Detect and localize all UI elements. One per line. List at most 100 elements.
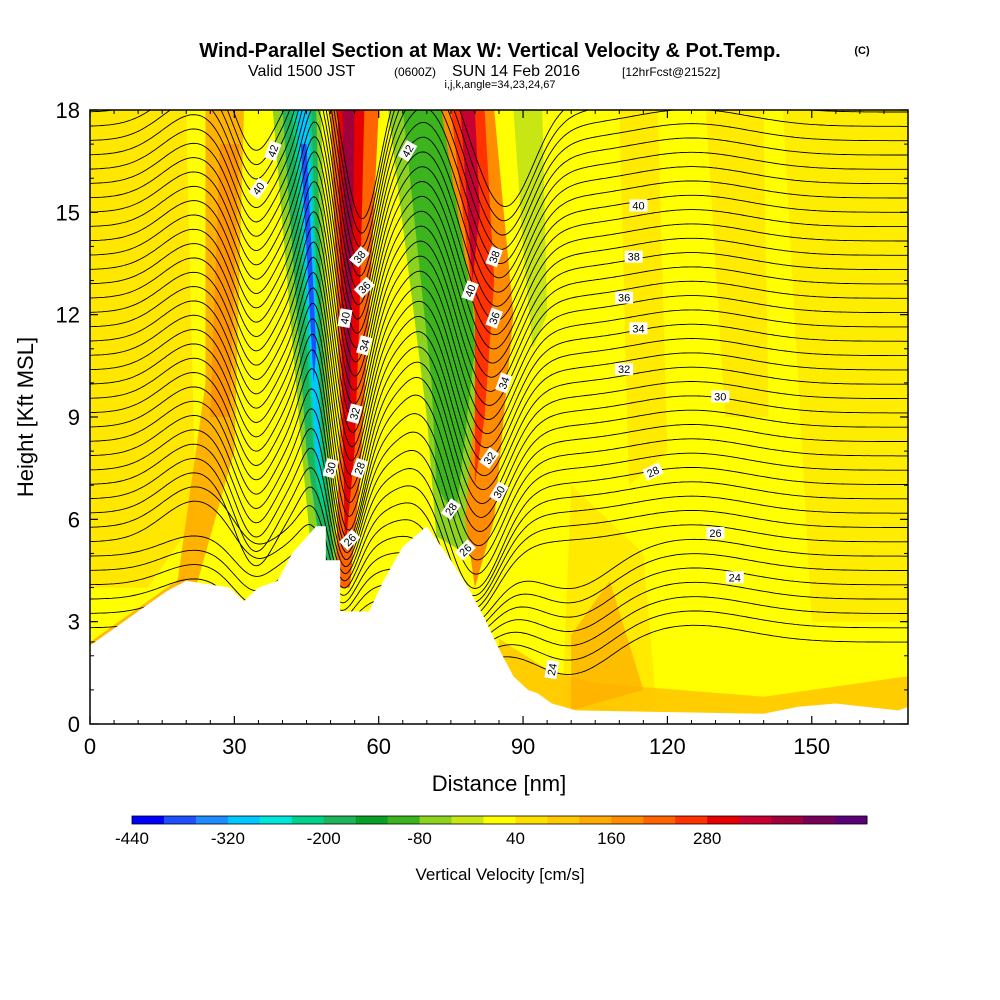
colorbar-swatch (675, 816, 708, 824)
theta-contour-line (232, 110, 565, 220)
contour-label: 32 (615, 363, 634, 376)
colorbar-tick-label: 160 (597, 829, 625, 848)
contour-label-text: 34 (632, 323, 644, 335)
contour-label-text: 40 (463, 283, 478, 299)
contour-label: 40 (461, 280, 479, 302)
theta-contour-line (90, 472, 908, 603)
theta-contour-line (90, 110, 908, 248)
contour-label-text: 28 (443, 501, 460, 518)
x-tick-label: 0 (84, 734, 96, 759)
contour-label-box (339, 529, 361, 551)
colorbar-tick-label: 40 (506, 829, 525, 848)
contour-label-text: 24 (546, 662, 560, 676)
contour-label-box (629, 199, 648, 212)
contour-label: 42 (397, 140, 418, 162)
contour-label-box (337, 308, 353, 329)
contour-label-text: 32 (482, 450, 499, 467)
colorbar-swatch (259, 816, 293, 824)
theta-contour-line (90, 110, 908, 292)
colorbar-swatch (611, 816, 644, 824)
contour-label-text: 38 (628, 252, 640, 264)
colorbar-swatch (227, 816, 261, 824)
contour-label: 40 (248, 177, 269, 200)
theta-contour-line (90, 166, 908, 363)
contour-label-box (356, 335, 373, 356)
grid-indices: i,j,k,angle=34,23,24,67 (444, 79, 555, 91)
contour-label-box (248, 177, 269, 200)
contour-label-box (397, 140, 418, 162)
valid-date: SUN 14 Feb 2016 (452, 63, 580, 80)
contour-label: 42 (264, 140, 282, 162)
x-tick-label: 60 (366, 734, 390, 759)
y-axis-label: Height [Kft MSL] (13, 337, 38, 497)
contour-label: 32 (346, 403, 363, 424)
colorbar-tick-label: -80 (407, 829, 432, 848)
colorbar-swatch (579, 816, 612, 824)
w-band-weak (705, 110, 769, 417)
contour-label-text: 26 (709, 528, 721, 540)
colorbar-swatch (835, 816, 868, 824)
y-tick-label: 3 (68, 610, 80, 635)
contour-label: 34 (629, 322, 648, 335)
contour-label-text: 24 (729, 572, 741, 584)
contour-label-text: 34 (497, 375, 512, 391)
colorbar-swatch (547, 816, 580, 824)
w-band-up (210, 144, 240, 417)
theta-contour-line (90, 287, 908, 475)
colorbar-swatch (739, 816, 772, 824)
theta-contour-line (90, 407, 908, 561)
contour-label-box (615, 291, 634, 304)
y-tick-label: 0 (68, 712, 80, 737)
terrain (90, 526, 908, 724)
theta-contour-line (90, 318, 908, 504)
colorbar-swatch (707, 816, 740, 824)
y-tick-label: 9 (68, 405, 80, 430)
contour-label: 32 (479, 447, 500, 469)
colorbar-swatch (771, 816, 804, 824)
theta-contour-line (90, 110, 908, 277)
theta-contour-line (90, 302, 908, 490)
theta-contour-line (90, 180, 908, 377)
contour-label-text: 40 (339, 311, 353, 325)
x-tick-label: 150 (793, 734, 830, 759)
theta-contours (90, 110, 908, 675)
y-tick-label: 12 (56, 303, 80, 328)
theta-contour-line (90, 549, 908, 633)
contour-label: 24 (725, 571, 744, 584)
theta-contour-line (90, 535, 908, 626)
colorbar-swatch (195, 816, 229, 824)
colorbar-swatch (387, 816, 421, 824)
theta-contour-line (90, 256, 908, 448)
contour-label-box (711, 390, 730, 403)
theta-contour-line (90, 443, 908, 589)
contour-label: 36 (615, 291, 634, 305)
contour-label-text: 34 (358, 338, 373, 353)
contour-label-box (629, 322, 648, 335)
contour-label: 36 (485, 307, 503, 329)
contour-label-box (353, 276, 375, 299)
y-tick-label: 18 (56, 98, 80, 123)
colorbar-tick-label: -200 (307, 829, 341, 848)
colorbar-swatch (515, 816, 548, 824)
colorbar-swatch (163, 816, 197, 824)
contour-label-box (485, 246, 503, 268)
colorbar: -440 -320 -200 -80 40 160 280 (115, 815, 868, 848)
colorbar-swatch (291, 816, 325, 824)
colorbar-swatch (419, 816, 453, 824)
contour-label-text: 32 (348, 406, 363, 421)
theta-contour-line (90, 121, 908, 320)
contour-label-box (615, 363, 634, 376)
x-axis-label: Distance [nm] (432, 771, 567, 796)
theta-contour-line (90, 226, 908, 419)
contour-label-box (454, 539, 476, 561)
contour-label: 38 (485, 246, 503, 268)
valid-utc: (0600Z) (394, 65, 436, 79)
contour-label: 28 (440, 498, 461, 520)
colorbar-swatch (132, 816, 165, 824)
contour-label-text: 30 (492, 484, 509, 501)
w-band-down (402, 110, 475, 520)
contour-label: 40 (629, 199, 648, 213)
contour-label-text: 38 (487, 249, 502, 265)
